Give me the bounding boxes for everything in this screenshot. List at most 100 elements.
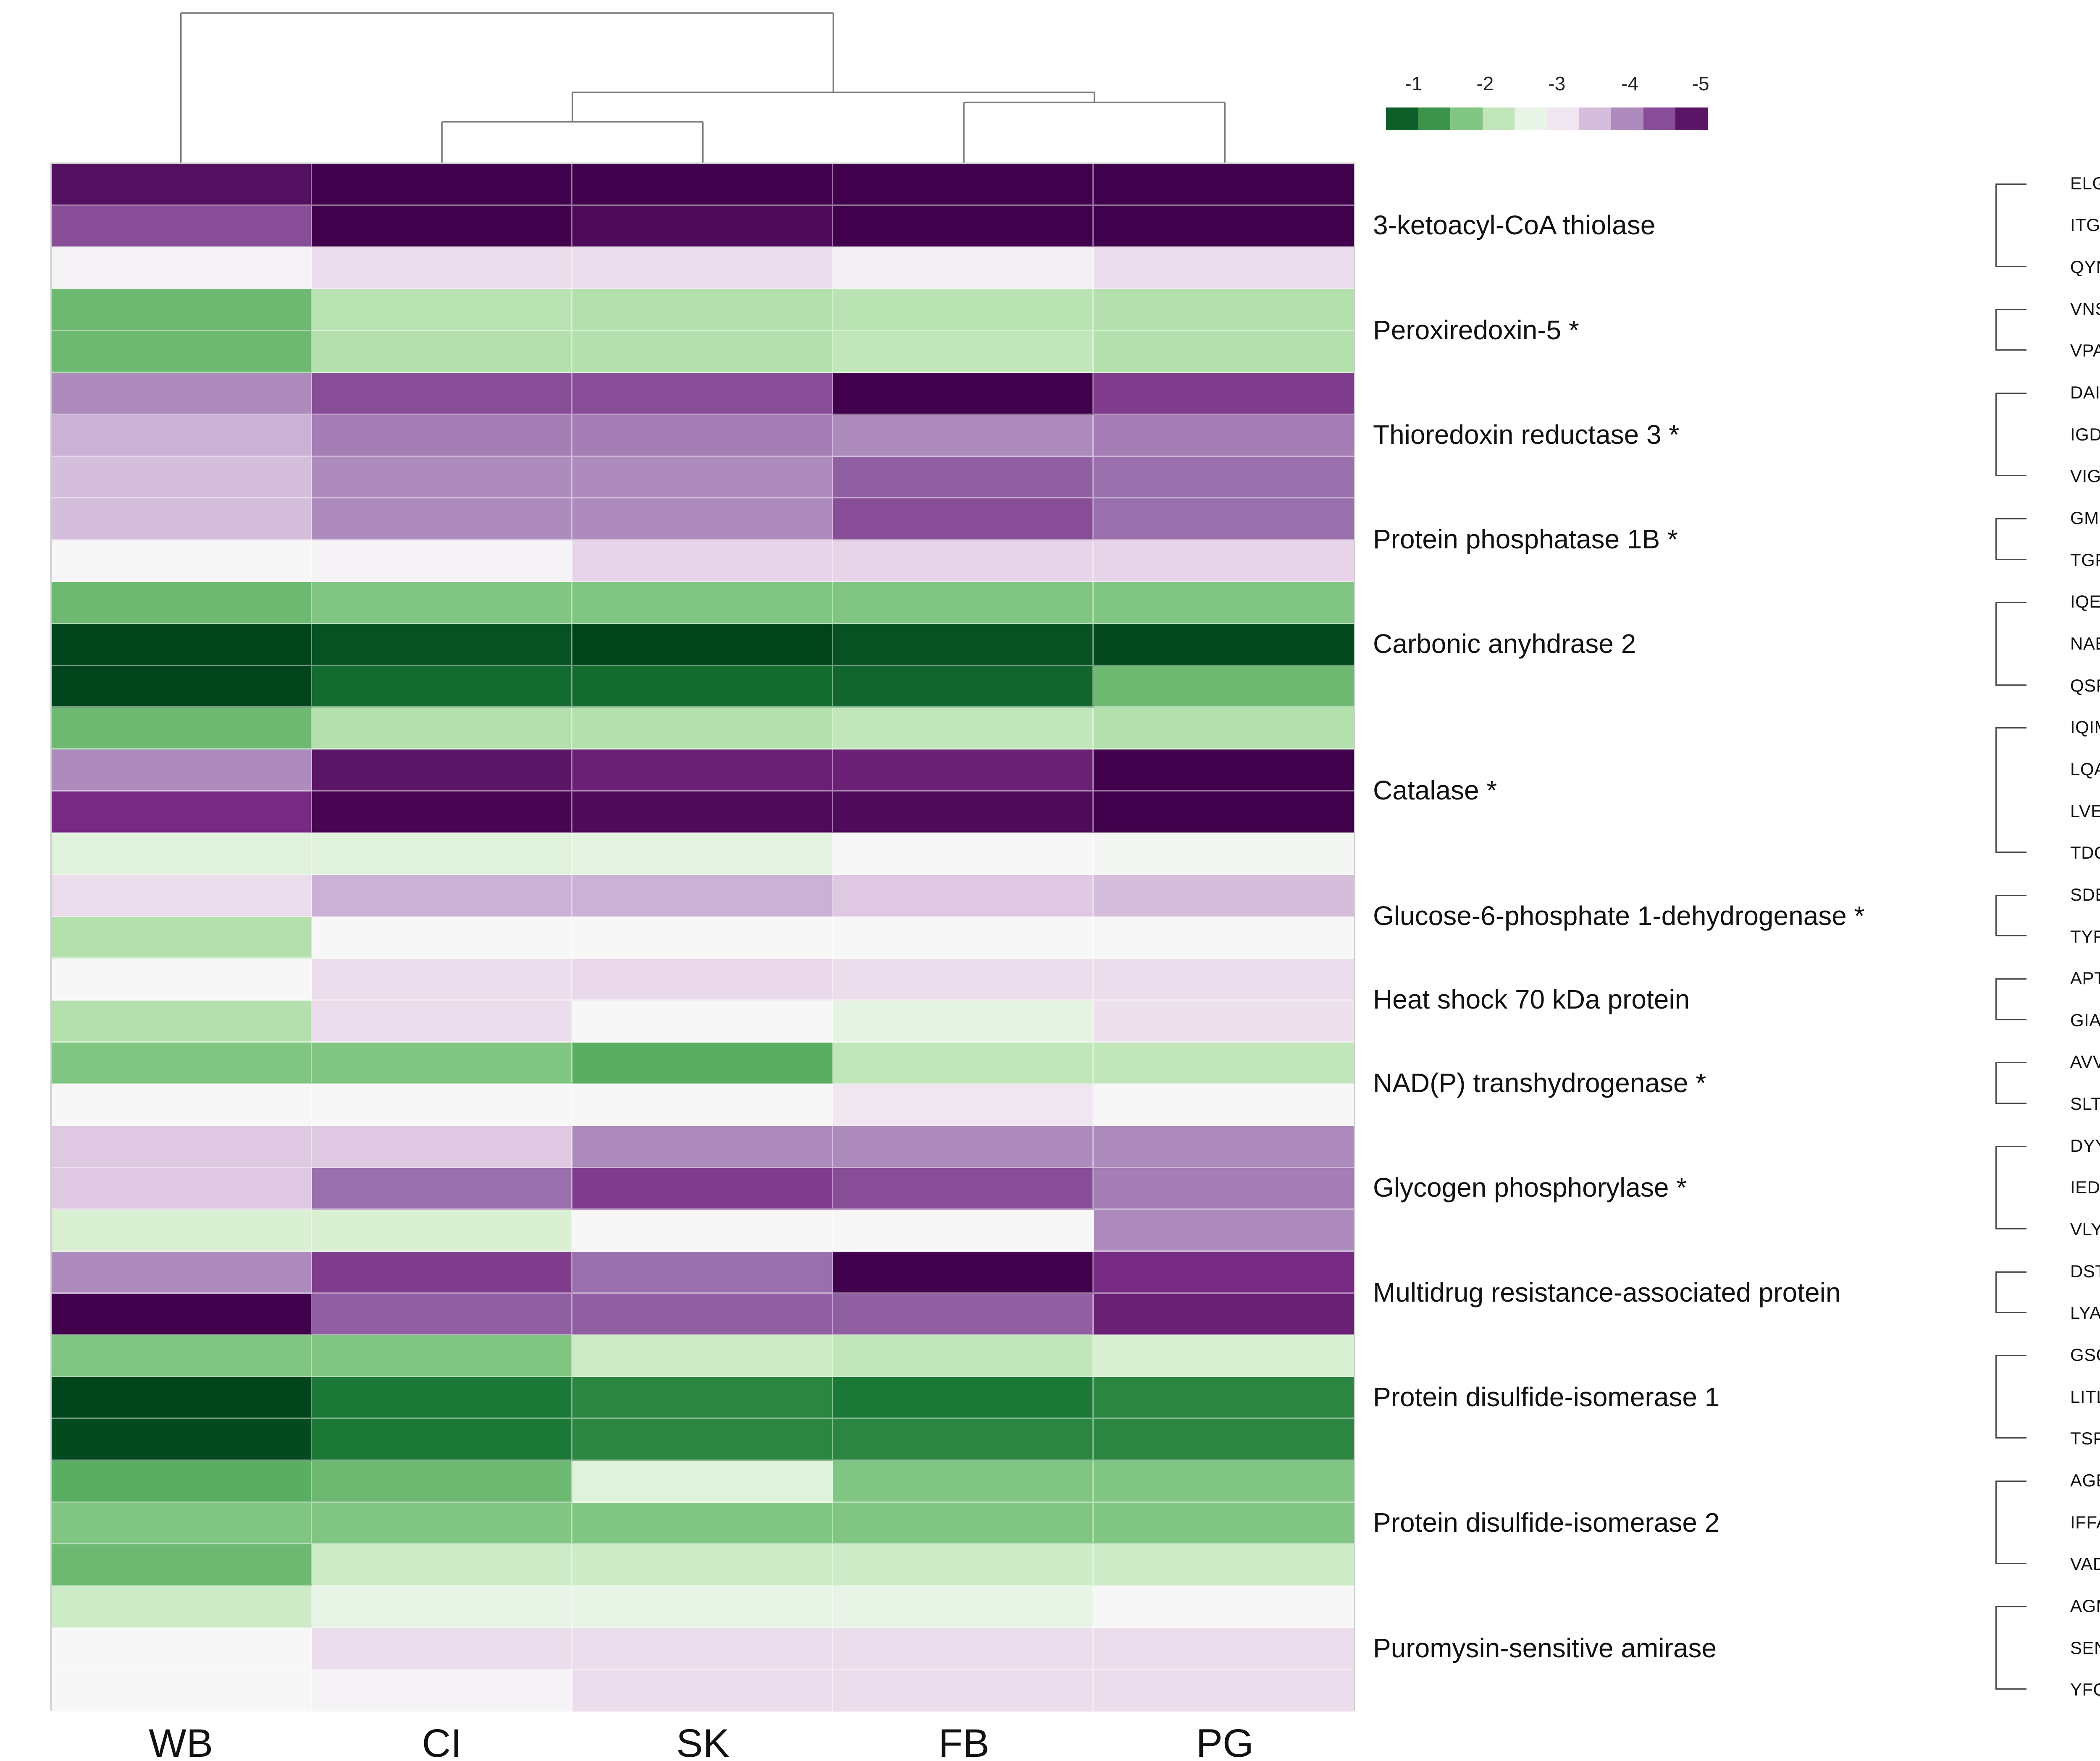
heatmap-cell <box>312 749 573 791</box>
heatmap-row <box>52 1461 1354 1503</box>
heatmap-cell <box>312 498 573 540</box>
heatmap-cell <box>572 1126 833 1168</box>
peptide-label: SDELYEAWR * <box>2070 884 2100 904</box>
heatmap-cell <box>312 833 573 875</box>
colorscale-segment <box>1579 107 1612 130</box>
heatmap-cell <box>1093 1084 1354 1126</box>
heatmap-cell <box>52 1461 312 1503</box>
heatmap-cell <box>833 582 1094 624</box>
heatmap-row <box>52 749 1354 791</box>
heatmap-row <box>52 1126 1354 1168</box>
colorscale-tick: -3 <box>1548 73 1566 94</box>
heatmap-cell <box>572 1210 833 1252</box>
heatmap-cell <box>1093 331 1354 373</box>
heatmap-cell <box>833 666 1094 708</box>
heatmap-row <box>52 708 1354 750</box>
heatmap-row <box>52 917 1354 959</box>
heatmap-cell <box>833 1293 1094 1336</box>
heatmap-row <box>52 498 1354 540</box>
column-label-CI: CI <box>422 1721 462 1761</box>
peptide-label: YFQIAYPLPK <box>2070 1680 2100 1700</box>
peptide-group-bracket <box>1995 393 2026 477</box>
peptide-group-bracket <box>1995 1062 2026 1104</box>
heatmap-row <box>52 1251 1354 1294</box>
heatmap-cell <box>1093 289 1354 331</box>
heatmap-row <box>52 247 1354 289</box>
peptide-label: SLTNVILGGYGTK <box>2070 1094 2100 1114</box>
heatmap-grid <box>50 162 1355 1712</box>
peptide-label: VADAMSTDLK <box>2070 1554 2100 1574</box>
heatmap-cell <box>52 1251 312 1294</box>
heatmap-cell <box>572 1168 833 1210</box>
heatmap-cell <box>833 917 1094 959</box>
heatmap-cell <box>1093 1670 1354 1712</box>
heatmap-cell <box>572 582 833 624</box>
heatmap-cell <box>833 331 1094 373</box>
peptide-group-bracket <box>1995 1271 2026 1313</box>
heatmap-cell <box>1093 1544 1354 1587</box>
colorscale-segment <box>1643 107 1676 130</box>
heatmap-cell <box>833 833 1094 875</box>
peptide-label: DAIQDYIGSLNWGYR * <box>2070 383 2100 403</box>
heatmap-cell <box>52 289 312 331</box>
heatmap-cell <box>1093 1586 1354 1628</box>
heatmap-cell <box>52 1126 312 1168</box>
heatmap-cell <box>572 1461 833 1503</box>
peptide-label: DSTVLTIAHR <box>2070 1261 2100 1281</box>
heatmap-cell <box>312 1544 573 1587</box>
heatmap-cell <box>833 875 1094 917</box>
heatmap-cell <box>52 1210 312 1252</box>
peptide-label: LVENIGNHLINTQK <box>2070 801 2100 821</box>
heatmap-cell <box>312 247 573 289</box>
peptide-label: AGMISTVDVLK <box>2070 1596 2100 1616</box>
heatmap-cell <box>52 875 312 917</box>
heatmap-cell <box>833 1586 1094 1628</box>
heatmap-row <box>52 205 1354 248</box>
heatmap-cell <box>52 791 312 833</box>
peptide-group-bracket <box>1995 183 2026 267</box>
heatmap-cell <box>312 1042 573 1085</box>
heatmap-cell <box>833 540 1094 582</box>
colorscale-segment <box>1386 107 1418 130</box>
heatmap-cell <box>312 1335 573 1377</box>
heatmap-row <box>52 1335 1354 1377</box>
heatmap-cell <box>312 1461 573 1503</box>
protein-label: Thioredoxin reductase 3 * <box>1373 419 1680 450</box>
heatmap-cell <box>833 289 1094 331</box>
heatmap-cell <box>572 624 833 666</box>
heatmap-cell <box>52 1000 312 1043</box>
protein-label: Peroxiredoxin-5 * <box>1373 314 1579 345</box>
heatmap-cell <box>833 1628 1094 1670</box>
heatmap-cell <box>1093 791 1354 833</box>
protein-label: Glycogen phosphorylase * <box>1373 1172 1687 1203</box>
heatmap-cell <box>52 1586 312 1628</box>
heatmap-cell <box>312 1419 573 1461</box>
heatmap-cell <box>572 1670 833 1712</box>
peptide-group-bracket <box>1995 518 2026 560</box>
heatmap-cell <box>312 791 573 833</box>
heatmap-row <box>52 1419 1354 1461</box>
heatmap-cell <box>52 540 312 582</box>
heatmap-cell <box>312 1586 573 1628</box>
heatmap-cell <box>572 1586 833 1628</box>
heatmap-cell <box>312 1126 573 1168</box>
peptide-label: AVVEAANNFGR * <box>2070 1052 2100 1072</box>
heatmap-cell <box>572 164 833 206</box>
peptide-label: IQEAGSSVK <box>2070 592 2100 612</box>
heatmap-row <box>52 1377 1354 1419</box>
heatmap-cell <box>312 289 573 331</box>
heatmap-cell <box>572 289 833 331</box>
peptide-group-bracket <box>1995 1145 2026 1230</box>
heatmap-cell <box>572 1377 833 1419</box>
heatmap-cell <box>312 1251 573 1294</box>
heatmap-cell <box>312 1502 573 1545</box>
colorscale-legend: -1 -2 -3 -4 -5 <box>1386 72 1709 135</box>
heatmap-row <box>52 540 1354 582</box>
heatmap-cell <box>312 1293 573 1336</box>
heatmap-row <box>52 1544 1354 1587</box>
heatmap-cell <box>1093 540 1354 582</box>
protein-label: Multidrug resistance-associated protein <box>1373 1277 1841 1308</box>
protein-label: Glucose-6-phosphate 1-dehydrogenase * <box>1373 900 1865 931</box>
peptide-label: APTTLLLEPDGK <box>2070 968 2100 988</box>
heatmap-cell <box>1093 1042 1354 1085</box>
